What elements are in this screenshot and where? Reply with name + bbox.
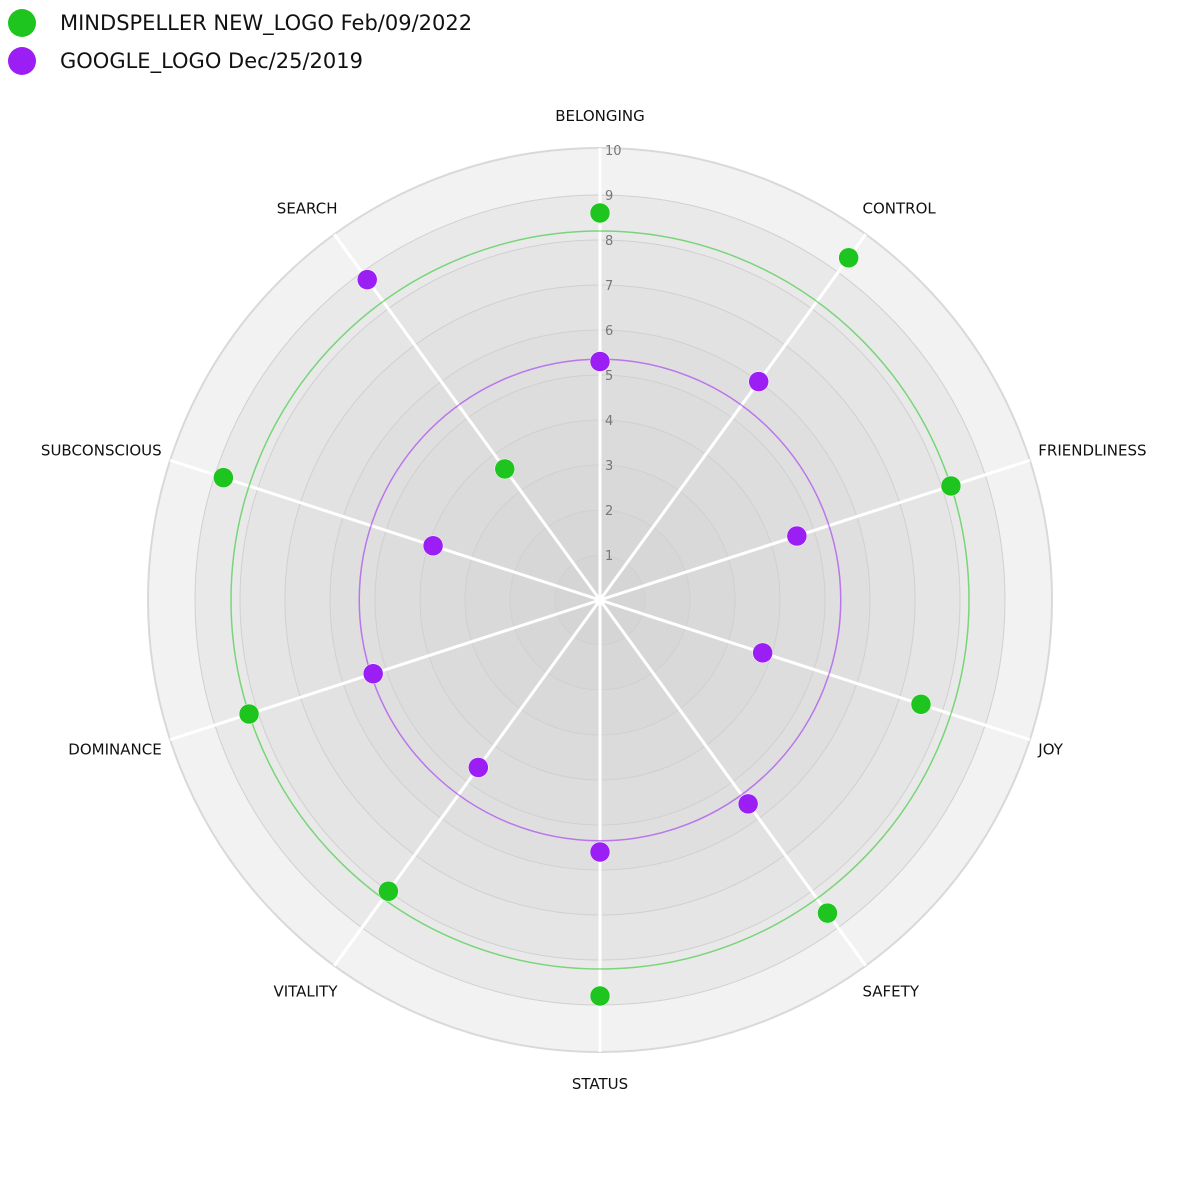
data-point[interactable] xyxy=(838,247,859,269)
category-label: SAFETY xyxy=(862,983,919,1001)
spoke-line xyxy=(599,598,1031,742)
legend-marker-google xyxy=(8,47,36,75)
data-point[interactable] xyxy=(589,985,611,1007)
spoke-line xyxy=(333,599,602,967)
data-point[interactable] xyxy=(748,371,769,392)
radial-tick-label: 8 xyxy=(605,234,613,249)
legend-marker-mindspeller xyxy=(8,9,36,37)
data-point[interactable] xyxy=(910,694,932,715)
data-point[interactable] xyxy=(589,351,611,372)
category-label: CONTROL xyxy=(862,199,936,217)
data-point[interactable] xyxy=(468,757,489,778)
data-point[interactable] xyxy=(786,525,808,547)
data-point[interactable] xyxy=(356,269,378,290)
category-label: SUBCONSCIOUS xyxy=(41,441,162,459)
data-point[interactable] xyxy=(940,475,962,497)
data-point[interactable] xyxy=(213,467,234,488)
category-label: STATUS xyxy=(572,1075,628,1093)
category-label: BELONGING xyxy=(555,107,645,125)
radial-tick-label: 9 xyxy=(605,189,613,204)
spoke-line xyxy=(333,233,602,601)
category-label: VITALITY xyxy=(273,983,338,1001)
legend-label-google: GOOGLE_LOGO Dec/25/2019 xyxy=(60,49,363,73)
legend-label-mindspeller: MINDSPELLER NEW_LOGO Feb/09/2022 xyxy=(60,11,473,35)
radial-tick-label: 6 xyxy=(605,324,613,339)
radial-tick-label: 3 xyxy=(605,459,613,474)
category-label: FRIENDLINESS xyxy=(1038,441,1146,459)
data-point[interactable] xyxy=(589,202,611,224)
category-label: JOY xyxy=(1037,741,1063,759)
data-point[interactable] xyxy=(737,793,759,815)
radial-tick-label: 5 xyxy=(605,369,613,384)
data-point[interactable] xyxy=(589,841,611,863)
legend-item-mindspeller[interactable]: MINDSPELLER NEW_LOGO Feb/09/2022 xyxy=(8,4,472,42)
radial-tick-label: 10 xyxy=(605,144,622,159)
spoke-line xyxy=(598,599,867,967)
radial-tick-label: 4 xyxy=(605,414,613,429)
spoke-line xyxy=(598,233,867,601)
spoke-line xyxy=(169,458,601,602)
radial-tick-label: 1 xyxy=(605,549,613,564)
category-label: SEARCH xyxy=(277,199,338,217)
radial-tick-label: 2 xyxy=(605,504,613,519)
legend-item-google[interactable]: GOOGLE_LOGO Dec/25/2019 xyxy=(8,42,472,80)
data-point[interactable] xyxy=(752,642,773,664)
average-ring xyxy=(230,230,970,970)
radial-tick-label: 7 xyxy=(605,279,613,294)
category-label: DOMINANCE xyxy=(68,741,161,759)
data-point[interactable] xyxy=(422,535,444,557)
data-point[interactable] xyxy=(238,703,260,725)
data-point[interactable] xyxy=(378,880,399,902)
legend: MINDSPELLER NEW_LOGO Feb/09/2022 GOOGLE_… xyxy=(8,4,472,80)
data-point[interactable] xyxy=(362,663,384,684)
data-point[interactable] xyxy=(494,458,516,480)
data-point[interactable] xyxy=(817,902,838,924)
